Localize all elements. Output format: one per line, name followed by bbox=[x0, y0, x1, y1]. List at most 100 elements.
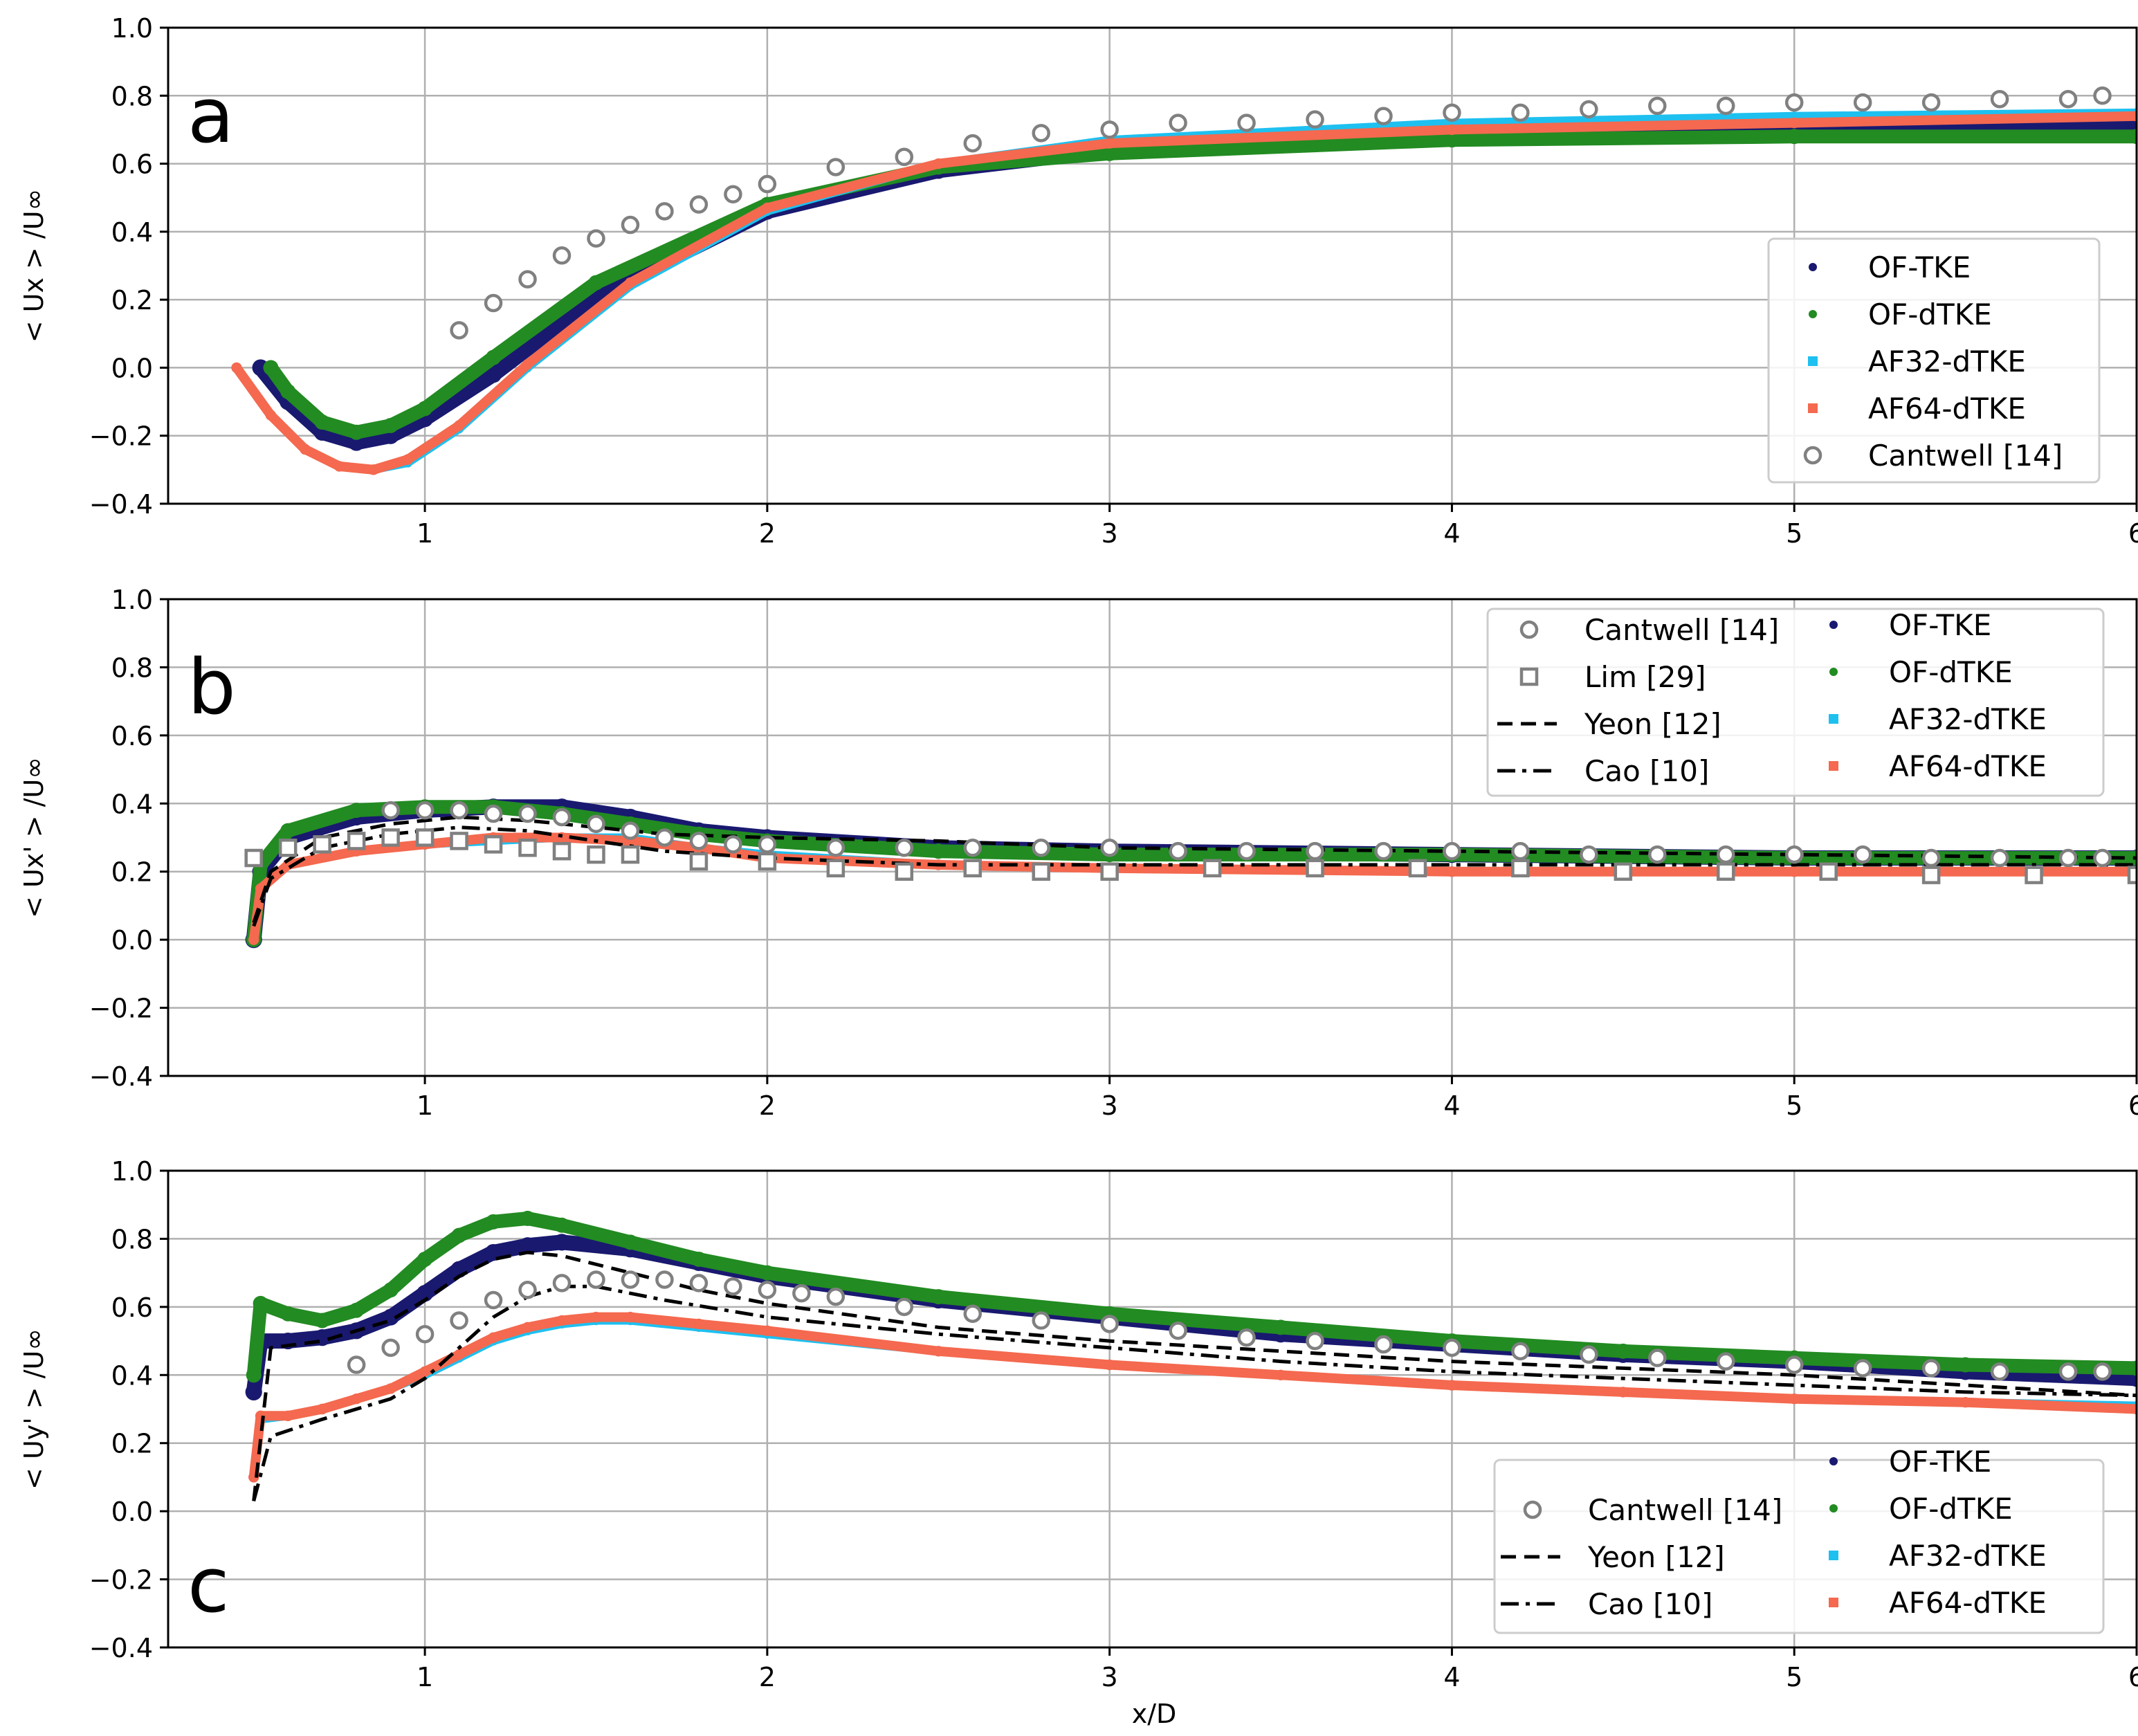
point-cantwell-14 bbox=[587, 1270, 605, 1289]
point-of-dtke bbox=[349, 1302, 365, 1318]
point-lim-29 bbox=[1203, 859, 1222, 878]
point-cantwell-14 bbox=[1784, 845, 1804, 864]
point-lim-29 bbox=[621, 845, 640, 864]
point-af64-dtke bbox=[933, 1346, 944, 1357]
point-cantwell-14 bbox=[587, 229, 605, 248]
point-cantwell-14 bbox=[1100, 839, 1119, 857]
point-cantwell-14 bbox=[1511, 1342, 1530, 1361]
point-cantwell-14 bbox=[1237, 841, 1256, 861]
point-lim-29 bbox=[1408, 859, 1427, 878]
legend-label-of-dtke: OF-dTKE bbox=[1868, 298, 1992, 331]
point-cantwell-14 bbox=[1032, 839, 1050, 857]
point-cantwell-14 bbox=[1648, 1349, 1667, 1367]
point-cantwell-14 bbox=[347, 1355, 366, 1374]
point-cantwell-14 bbox=[1306, 110, 1324, 129]
x-axis-label: x/D bbox=[1132, 1699, 1177, 1729]
point-cantwell-14 bbox=[1100, 120, 1119, 139]
point-of-dtke bbox=[1444, 132, 1460, 148]
point-af64-dtke bbox=[1446, 124, 1458, 136]
point-af64-dtke bbox=[402, 454, 414, 465]
point-lim-29 bbox=[2025, 866, 2043, 884]
point-af64-dtke bbox=[419, 1366, 430, 1378]
point-cantwell-14 bbox=[826, 1287, 846, 1306]
point-af64-dtke bbox=[231, 362, 242, 374]
x-tick-label: 2 bbox=[759, 1662, 776, 1692]
point-of-tke bbox=[245, 1383, 262, 1400]
legend-label-cao-10: Cao [10] bbox=[1584, 754, 1709, 788]
point-of-dtke bbox=[486, 1214, 502, 1230]
point-af64-dtke bbox=[625, 277, 636, 289]
point-of-dtke bbox=[1957, 1357, 1973, 1373]
x-tick-label: 5 bbox=[1786, 1662, 1802, 1692]
point-cantwell-14 bbox=[450, 1311, 468, 1330]
point-cantwell-14 bbox=[1717, 845, 1735, 864]
point-af64-dtke bbox=[453, 1349, 465, 1360]
point-cantwell-14 bbox=[1237, 113, 1256, 132]
panel-letter: a bbox=[188, 71, 234, 160]
point-cantwell-14 bbox=[1374, 1335, 1393, 1354]
y-axis-label: < Ux > /U∞ bbox=[19, 189, 49, 343]
point-af64-dtke bbox=[556, 1315, 567, 1326]
x-tick-label: 6 bbox=[2128, 1090, 2138, 1121]
point-cantwell-14 bbox=[724, 185, 742, 204]
legend-marker-af64-dtke bbox=[1829, 761, 1838, 771]
point-cantwell-14 bbox=[724, 1277, 742, 1296]
x-tick-label: 6 bbox=[2128, 518, 2138, 549]
x-tick-label: 1 bbox=[417, 518, 433, 549]
x-tick-label: 4 bbox=[1443, 1090, 1460, 1121]
point-of-dtke bbox=[349, 803, 365, 819]
point-cantwell-14 bbox=[518, 804, 537, 823]
point-cantwell-14 bbox=[381, 1338, 400, 1358]
y-tick-label: 0.4 bbox=[111, 217, 153, 248]
point-lim-29 bbox=[758, 852, 777, 871]
point-of-dtke bbox=[1102, 145, 1117, 161]
point-lim-29 bbox=[826, 859, 846, 878]
legend-marker-of-tke bbox=[1809, 263, 1817, 271]
point-cantwell-14 bbox=[758, 835, 777, 854]
point-cantwell-14 bbox=[552, 1274, 572, 1292]
legend: Cantwell [14] Yeon [12] Cao [10] OF-TKE OF-d… bbox=[1493, 1445, 2105, 1634]
point-af64-dtke bbox=[1275, 1369, 1286, 1380]
point-cantwell-14 bbox=[1169, 1322, 1187, 1340]
point-af64-dtke bbox=[762, 1325, 773, 1337]
x-tick-label: 5 bbox=[1786, 518, 1802, 549]
point-cantwell-14 bbox=[484, 293, 503, 313]
point-lim-29 bbox=[1819, 862, 1838, 881]
point-cantwell-14 bbox=[552, 807, 572, 827]
point-cantwell-14 bbox=[1580, 100, 1598, 119]
point-cantwell-14 bbox=[1169, 113, 1187, 132]
point-af64-dtke bbox=[625, 1311, 636, 1323]
point-af64-dtke bbox=[1446, 866, 1458, 877]
panel-letter: c bbox=[188, 1541, 229, 1629]
y-tick-label: −0.2 bbox=[89, 1565, 153, 1596]
point-of-dtke bbox=[314, 414, 330, 430]
point-cantwell-14 bbox=[1374, 841, 1393, 861]
point-of-dtke bbox=[622, 1234, 638, 1250]
point-lim-29 bbox=[278, 839, 298, 857]
point-af64-dtke bbox=[522, 358, 533, 370]
legend-label-of-dtke: OF-dTKE bbox=[1889, 655, 2013, 689]
point-af64-dtke bbox=[1789, 1394, 1800, 1405]
point-cantwell-14 bbox=[484, 1290, 503, 1310]
y-axis-label: < Uy' > /U∞ bbox=[19, 1328, 49, 1490]
point-cantwell-14 bbox=[587, 814, 605, 834]
point-cantwell-14 bbox=[1648, 845, 1667, 864]
point-of-dtke bbox=[520, 1210, 536, 1226]
y-tick-label: 0.8 bbox=[111, 1224, 153, 1254]
y-tick-label: 0.8 bbox=[111, 81, 153, 111]
y-tick-label: 1.0 bbox=[111, 585, 153, 615]
legend-marker-af32-dtke bbox=[1829, 1551, 1838, 1560]
legend-marker-of-tke bbox=[1829, 621, 1838, 629]
point-af64-dtke bbox=[282, 1410, 293, 1422]
point-of-dtke bbox=[1273, 1319, 1289, 1335]
point-af64-dtke bbox=[590, 1311, 602, 1323]
point-of-dtke bbox=[2129, 1360, 2137, 1376]
y-tick-label: 0.8 bbox=[111, 652, 153, 683]
point-cantwell-14 bbox=[963, 134, 982, 153]
point-of-dtke bbox=[1615, 1343, 1631, 1359]
point-cantwell-14 bbox=[1784, 1355, 1804, 1374]
legend-label-yeon-12: Yeon [12] bbox=[1584, 707, 1721, 741]
y-tick-label: 0.0 bbox=[111, 1497, 153, 1527]
point-cantwell-14 bbox=[1990, 1362, 2009, 1381]
point-cantwell-14 bbox=[552, 246, 572, 265]
